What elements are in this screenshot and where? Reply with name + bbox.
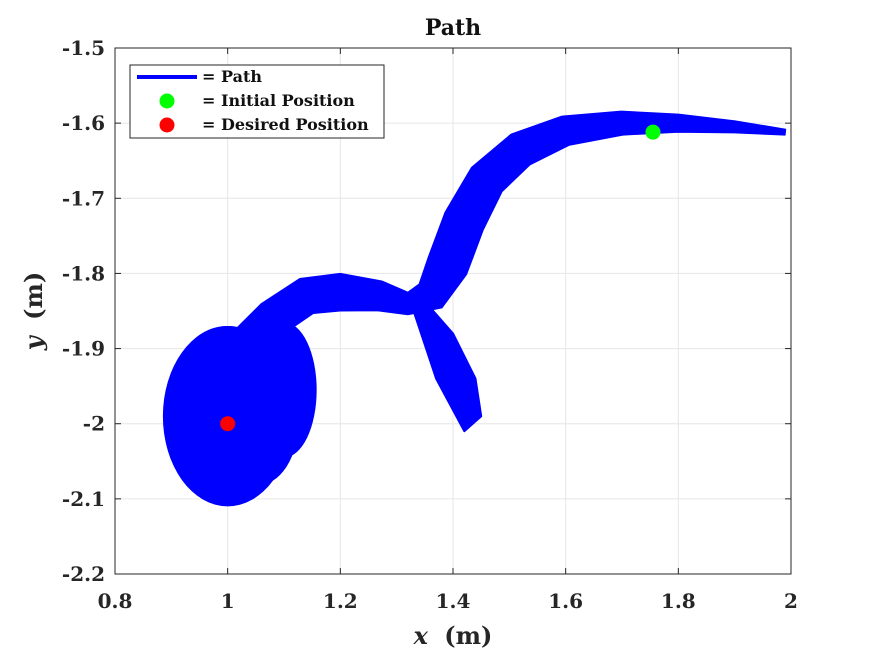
legend-path-label: = Path (202, 67, 262, 86)
x-tick-label: 1.2 (323, 589, 358, 613)
x-tick-label: 0.8 (98, 589, 133, 613)
x-tick-label: 1.6 (548, 589, 583, 613)
y-axis-label: y (m) (19, 272, 48, 351)
y-tick-label: -2.2 (62, 562, 105, 586)
y-axis-variable: y (19, 334, 48, 351)
x-tick-label: 1.4 (436, 589, 471, 613)
x-axis-unit: (m) (444, 621, 492, 650)
x-axis-label: x (m) (413, 621, 493, 650)
y-tick-label: -2.1 (62, 487, 105, 511)
y-tick-label: -1.6 (62, 111, 105, 135)
position-markers (220, 124, 661, 432)
legend-desired-label: = Desired Position (202, 115, 369, 134)
path-lobe (412, 295, 483, 433)
initial-position-marker (645, 124, 661, 140)
x-axis-variable: x (413, 621, 429, 650)
y-tick-label: -1.9 (62, 337, 105, 361)
y-tick-label: -1.7 (62, 186, 105, 210)
desired-position-marker (220, 416, 236, 432)
legend: = Path = Initial Position = Desired Posi… (129, 64, 385, 139)
path-series (162, 110, 787, 507)
x-tick-label: 1.8 (661, 589, 696, 613)
legend-initial-label: = Initial Position (202, 91, 355, 110)
axis-ticks: 0.8 1 1.2 1.4 1.6 1.8 2 -1.5 -1.6 -1.7 -1.8 -1.9 -2 -… (62, 36, 798, 613)
x-tick-label: 2 (784, 589, 798, 613)
chart-title: Path (425, 15, 481, 41)
x-tick-label: 1 (221, 589, 235, 613)
y-tick-label: -2 (83, 412, 105, 436)
legend-initial-swatch (159, 93, 175, 109)
path-loop (176, 326, 279, 432)
y-axis-unit: (m) (19, 272, 48, 320)
legend-desired-swatch (159, 117, 175, 133)
y-tick-label: -1.8 (62, 261, 105, 285)
y-tick-label: -1.5 (62, 36, 105, 60)
